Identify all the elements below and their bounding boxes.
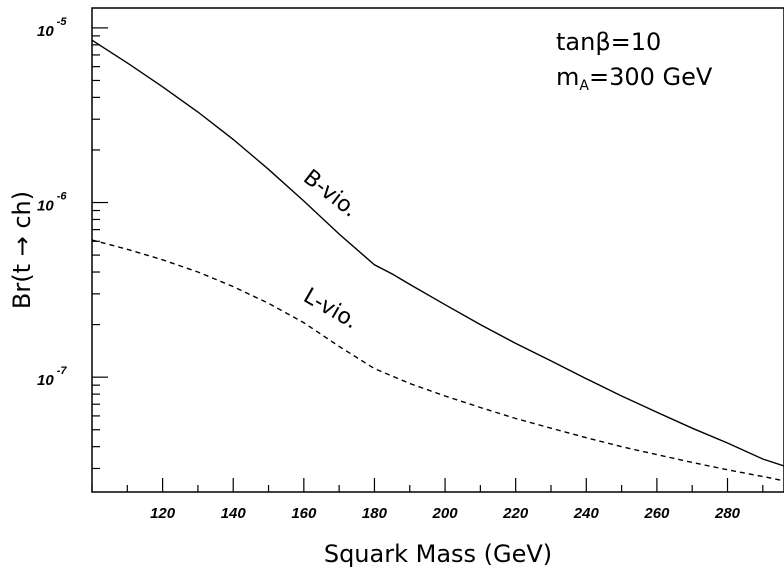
label-l-vio: L-vio. (299, 284, 362, 335)
y-tick-label: 10 -7 (37, 365, 67, 389)
y-tick-label: 10 -6 (37, 191, 67, 215)
x-axis-ticks: 120 140 160 180 200 220 240 260 280 (91, 478, 764, 522)
y-axis-title: Br(t → ch) (8, 191, 36, 309)
x-tick-label: 240 (573, 505, 600, 522)
x-axis-title: Squark Mass (GeV) (324, 540, 552, 568)
series-layer (91, 39, 784, 482)
y-axis-ticks: 10 -7 10 -6 10 -5 (37, 16, 108, 470)
x-tick-label: 140 (221, 505, 247, 522)
series-line-l-vio (91, 239, 784, 482)
x-tick-label: 200 (432, 505, 459, 522)
annotation-tanbeta: tanβ=10 (556, 28, 661, 56)
x-tick-label: 120 (150, 505, 176, 522)
annotation-ma-symbol: m (556, 63, 579, 91)
y-tick-label: 10 -5 (37, 16, 67, 40)
annotation-ma: mA=300 GeV (556, 63, 713, 94)
annotation-ma-subscript: A (579, 78, 589, 94)
series-line-b-vio (91, 39, 784, 467)
plot-frame (91, 7, 784, 493)
x-tick-label: 220 (502, 505, 529, 522)
annotation-ma-value: =300 GeV (589, 63, 713, 91)
label-b-vio: B-vio. (298, 165, 362, 223)
x-tick-label: 180 (362, 505, 388, 522)
x-tick-label: 260 (643, 505, 670, 522)
x-tick-label: 280 (714, 505, 741, 522)
x-tick-label: 160 (291, 505, 317, 522)
